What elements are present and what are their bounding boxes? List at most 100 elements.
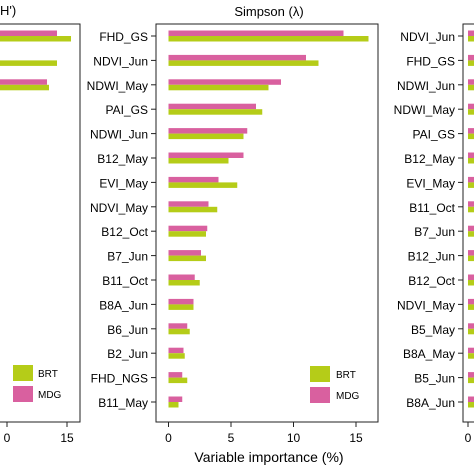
simpson-panel: Simpson (λ) FHD_GS NDVI_Jun NDWI_May PAI_GS… <box>87 4 379 465</box>
right-category-label: FHD_GS <box>406 54 455 68</box>
left-tick-label-15: 15 <box>60 431 74 445</box>
left-bars <box>0 30 71 91</box>
right-category-label: PAI_GS <box>413 128 455 142</box>
right-bar-mdg <box>468 201 474 207</box>
right-bar-brt <box>468 133 474 140</box>
right-panel-frame <box>462 23 474 423</box>
right-bar-brt <box>468 304 474 310</box>
right-bar-brt <box>468 182 474 188</box>
right-bar-brt <box>468 255 474 262</box>
left-panel-frame <box>0 23 81 423</box>
simpson-category-label: FHD_GS <box>99 30 148 44</box>
simpson-bar-mdg <box>168 323 188 329</box>
simpson-legend: BRT MDG <box>310 366 360 403</box>
simpson-x-tick-label: 5 <box>228 431 235 445</box>
left-legend-brt-label: BRT <box>38 369 58 380</box>
simpson-category-label: NDVI_May <box>90 201 148 215</box>
right-category-label: NDVI_Jun <box>400 30 455 44</box>
right-bars <box>468 30 474 408</box>
simpson-bar-brt <box>168 231 206 237</box>
right-category-label: B8A_Jun <box>406 396 455 410</box>
simpson-bar-mdg <box>168 347 184 354</box>
simpson-legend-brt-swatch <box>310 366 330 382</box>
simpson-legend-brt-label: BRT <box>336 370 356 381</box>
simpson-bar-mdg <box>168 250 201 256</box>
simpson-title: Simpson (λ) <box>234 4 303 19</box>
right-category-label: B12_Oct <box>408 274 455 288</box>
simpson-category-label: EVI_May <box>99 176 148 190</box>
simpson-legend-mdg-swatch <box>310 387 330 403</box>
right-bar-mdg <box>468 225 474 232</box>
simpson-bar-mdg <box>168 274 195 280</box>
simpson-category-label: B8A_Jun <box>99 298 148 312</box>
simpson-category-label: NDWI_Jun <box>90 128 148 142</box>
simpson-category-label: B2_Jun <box>107 347 148 361</box>
simpson-bar-brt <box>168 304 194 310</box>
right-bar-mdg <box>468 250 474 256</box>
right-bar-brt <box>468 402 474 408</box>
simpson-category-label: B12_Oct <box>101 225 148 239</box>
left-bar-brt <box>0 60 57 66</box>
right-bar-brt <box>468 377 474 384</box>
simpson-bar-brt <box>168 84 269 91</box>
simpson-bar-brt <box>168 328 190 335</box>
simpson-frame <box>155 23 379 423</box>
right-category-label: B11_Oct <box>409 201 455 215</box>
right-bar-mdg <box>468 323 474 329</box>
right-bar-brt <box>468 328 474 335</box>
right-bar-mdg <box>468 176 474 183</box>
right-bar-mdg <box>468 103 474 110</box>
simpson-bar-mdg <box>168 298 194 305</box>
simpson-bar-brt <box>168 133 244 140</box>
right-category-label: NDWI_Jun <box>397 79 455 93</box>
simpson-category-label: B6_Jun <box>107 323 148 337</box>
simpson-category-label: NDWI_May <box>87 79 148 93</box>
right-bar-mdg <box>468 152 474 158</box>
right-bar-mdg <box>468 372 474 378</box>
simpson-bar-mdg <box>168 201 209 207</box>
right-category-label: B12_May <box>404 152 455 166</box>
simpson-category-label: PAI_GS <box>106 103 148 117</box>
simpson-bar-brt <box>168 280 200 286</box>
simpson-bar-brt <box>168 377 188 384</box>
right-bar-brt <box>468 84 474 91</box>
simpson-bar-mdg <box>168 176 219 183</box>
left-bar-brt <box>0 36 71 42</box>
simpson-x-tick-label: 0 <box>165 431 172 445</box>
right-bar-mdg <box>468 298 474 305</box>
right-bar-mdg <box>468 396 474 402</box>
right-category-label: B5_Jun <box>414 372 455 386</box>
simpson-bar-brt <box>168 60 319 66</box>
right-bar-mdg <box>468 79 474 85</box>
simpson-legend-mdg-label: MDG <box>336 391 360 402</box>
simpson-bar-brt <box>168 36 369 42</box>
right-bar-brt <box>468 231 474 237</box>
simpson-bar-mdg <box>168 152 244 158</box>
right-bar-brt <box>468 206 474 213</box>
simpson-bar-mdg <box>168 79 281 85</box>
simpson-x-tick-label: 10 <box>287 431 301 445</box>
simpson-bar-brt <box>168 255 206 262</box>
simpson-bar-mdg <box>168 30 344 36</box>
simpson-bar-mdg <box>168 372 183 378</box>
simpson-bar-mdg <box>168 128 248 134</box>
right-category-label: B8A_May <box>403 347 455 361</box>
right-category-label: NDWI_May <box>394 103 455 117</box>
right-bar-mdg <box>468 54 474 61</box>
simpson-bar-brt <box>168 402 179 408</box>
left-tick-label-0: 0 <box>4 431 11 445</box>
left-panel: H') BRT MDG 0 15 <box>0 3 81 445</box>
simpson-category-label: NDVI_Jun <box>93 54 148 68</box>
simpson-bar-mdg <box>168 225 208 232</box>
right-tick-label-0: 0 <box>465 431 472 445</box>
left-legend-brt-swatch <box>13 365 33 381</box>
simpson-bar-brt <box>168 109 263 115</box>
simpson-category-label: B12_May <box>97 152 148 166</box>
simpson-category-labels: FHD_GS NDVI_Jun NDWI_May PAI_GS NDWI_Jun B12_… <box>87 30 156 410</box>
left-legend-mdg-swatch <box>13 386 33 402</box>
left-bar-brt <box>0 84 49 91</box>
simpson-bar-mdg <box>168 103 256 110</box>
right-bar-brt <box>468 280 474 286</box>
right-bar-brt <box>468 36 474 42</box>
right-bar-mdg <box>468 347 474 354</box>
